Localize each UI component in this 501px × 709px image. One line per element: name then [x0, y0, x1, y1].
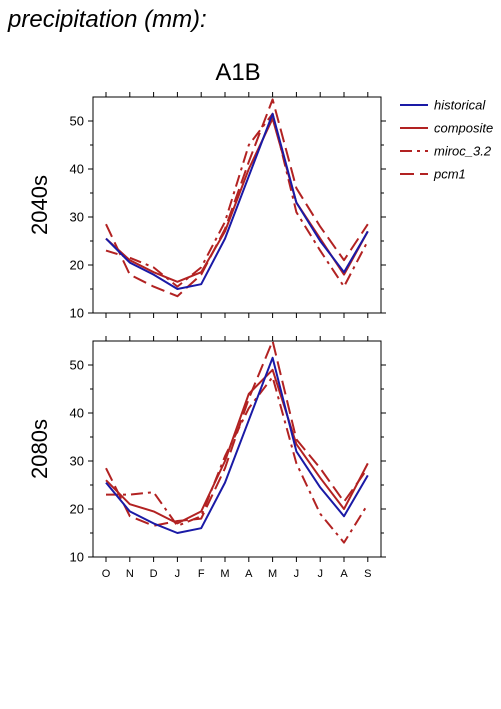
panel-label: 2040s — [27, 175, 52, 235]
series-line-composite — [105, 117, 369, 283]
y-tick-label: 20 — [70, 258, 84, 273]
x-tick-label: D — [150, 568, 158, 580]
legend-entry: miroc_3.2 — [400, 144, 492, 159]
panel-2080s: 10 20 30 40 50 O N D J F M A M J J A S 2080s — [27, 336, 386, 580]
x-tick-label: J — [294, 568, 300, 580]
plot-frame — [92, 340, 382, 558]
series-line-pcm1 — [105, 98, 369, 298]
x-tick-label: J — [175, 568, 181, 580]
legend-label: composite — [434, 121, 493, 136]
y-tick-label: 20 — [70, 502, 84, 517]
y-tick-label: 30 — [70, 454, 84, 469]
legend-label: miroc_3.2 — [434, 144, 492, 159]
y-tick-label: 50 — [70, 114, 84, 129]
legend-entry: pcm1 — [400, 167, 466, 182]
x-tick-label: M — [220, 568, 229, 580]
page-title: precipitation (mm): — [7, 6, 207, 33]
series-line-composite — [105, 368, 369, 525]
y-tick-label: 10 — [70, 550, 84, 565]
x-tick-label: S — [364, 568, 371, 580]
plot-frame — [92, 96, 382, 314]
x-tick-label: A — [245, 568, 253, 580]
legend-entry: composite — [400, 121, 493, 136]
x-tick-label: F — [198, 568, 205, 580]
panel-label: 2080s — [27, 419, 52, 479]
series-line-historical — [105, 356, 369, 534]
x-tick-label: M — [268, 568, 277, 580]
x-tick-label: A — [340, 568, 348, 580]
chart-legend: historical composite miroc_3.2 pcm1 — [400, 98, 493, 182]
legend-label: historical — [434, 98, 486, 113]
chart-title: A1B — [215, 59, 260, 86]
chart-panels: 10 20 30 40 50 2040s 10 20 30 40 50 O N D J F M A M J J A S 208… — [27, 92, 386, 580]
y-tick-label: 10 — [70, 306, 84, 321]
y-tick-label: 30 — [70, 210, 84, 225]
y-tick-label: 40 — [70, 406, 84, 421]
x-tick-label: O — [102, 568, 111, 580]
series-line-pcm1 — [105, 340, 369, 527]
x-tick-label: J — [317, 568, 323, 580]
series-line-miroc-3-2 — [105, 112, 369, 288]
y-tick-label: 40 — [70, 162, 84, 177]
legend-label: pcm1 — [433, 167, 466, 182]
series-line-historical — [105, 112, 369, 290]
x-tick-label: N — [126, 568, 134, 580]
legend-entry: historical — [400, 98, 486, 113]
panel-2040s: 10 20 30 40 50 2040s — [27, 92, 386, 321]
series-line-miroc-3-2 — [106, 376, 369, 544]
y-tick-label: 50 — [70, 358, 84, 373]
